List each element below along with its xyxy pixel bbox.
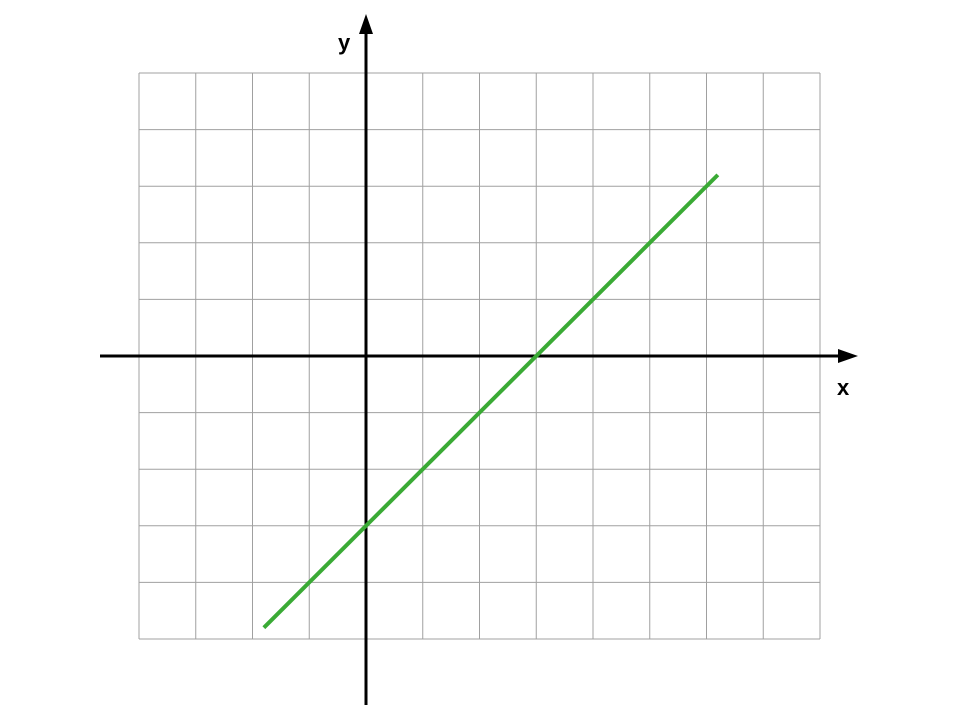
x-axis-label: x bbox=[837, 375, 850, 400]
y-axis-label: y bbox=[338, 30, 351, 55]
series bbox=[262, 173, 720, 630]
axes bbox=[100, 14, 858, 705]
x-axis-arrow-icon bbox=[838, 349, 858, 363]
y-axis-arrow-icon bbox=[359, 14, 373, 34]
series-line bbox=[262, 173, 720, 630]
